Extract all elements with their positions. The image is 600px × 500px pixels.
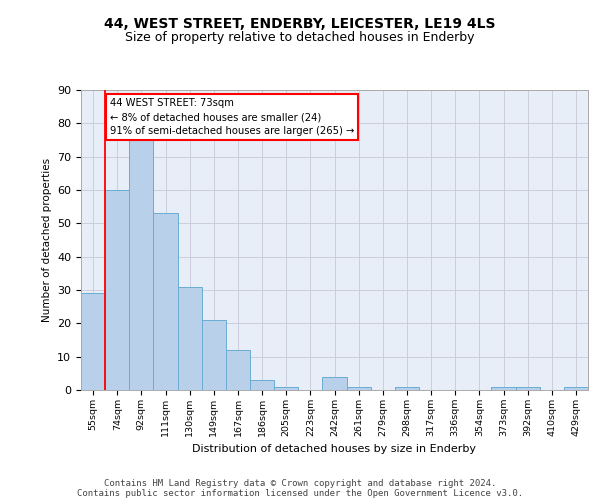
Bar [491, 386, 515, 390]
Bar [564, 386, 588, 390]
Bar [395, 386, 419, 390]
Text: 44 WEST STREET: 73sqm
← 8% of detached houses are smaller (24)
91% of semi-detac: 44 WEST STREET: 73sqm ← 8% of detached h… [110, 98, 355, 136]
Bar [105, 190, 129, 390]
Bar [250, 380, 274, 390]
Text: 44, WEST STREET, ENDERBY, LEICESTER, LE19 4LS: 44, WEST STREET, ENDERBY, LEICESTER, LE1… [104, 18, 496, 32]
Bar [178, 286, 202, 390]
X-axis label: Distribution of detached houses by size in Enderby: Distribution of detached houses by size … [193, 444, 476, 454]
Bar [274, 386, 298, 390]
Bar [515, 386, 540, 390]
Y-axis label: Number of detached properties: Number of detached properties [41, 158, 52, 322]
Bar [322, 376, 347, 390]
Bar [129, 140, 154, 390]
Text: Contains public sector information licensed under the Open Government Licence v3: Contains public sector information licen… [77, 488, 523, 498]
Bar [202, 320, 226, 390]
Bar [81, 294, 105, 390]
Text: Contains HM Land Registry data © Crown copyright and database right 2024.: Contains HM Land Registry data © Crown c… [104, 478, 496, 488]
Bar [154, 214, 178, 390]
Text: Size of property relative to detached houses in Enderby: Size of property relative to detached ho… [125, 31, 475, 44]
Bar [347, 386, 371, 390]
Bar [226, 350, 250, 390]
